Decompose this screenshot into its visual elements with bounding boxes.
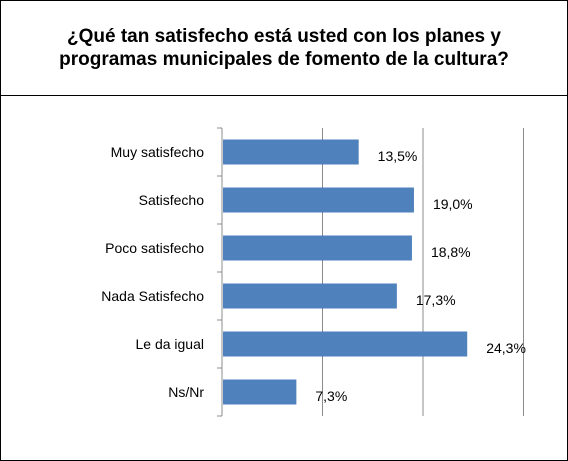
- bar: [223, 283, 397, 309]
- category-label: Muy satisfecho: [111, 144, 205, 160]
- data-label: 24,3%: [486, 340, 526, 356]
- bar: [223, 187, 414, 213]
- data-label: 17,3%: [416, 292, 456, 308]
- chart-title-box: ¿Qué tan satisfecho está usted con los p…: [1, 1, 567, 96]
- category-label: Satisfecho: [139, 192, 205, 208]
- data-label: 13,5%: [378, 148, 418, 164]
- chart-title: ¿Qué tan satisfecho está usted con los p…: [59, 26, 509, 70]
- bar: [223, 379, 297, 405]
- bar: [223, 331, 468, 357]
- data-label: 18,8%: [431, 244, 471, 260]
- category-label: Poco satisfecho: [105, 240, 204, 256]
- bar: [223, 235, 412, 261]
- data-label: 19,0%: [433, 196, 473, 212]
- category-label: Ns/Nr: [168, 384, 204, 400]
- data-label: 7,3%: [315, 388, 347, 404]
- category-label: Nada Satisfecho: [101, 288, 204, 304]
- bar: [223, 139, 359, 165]
- category-label: Le da igual: [135, 336, 204, 352]
